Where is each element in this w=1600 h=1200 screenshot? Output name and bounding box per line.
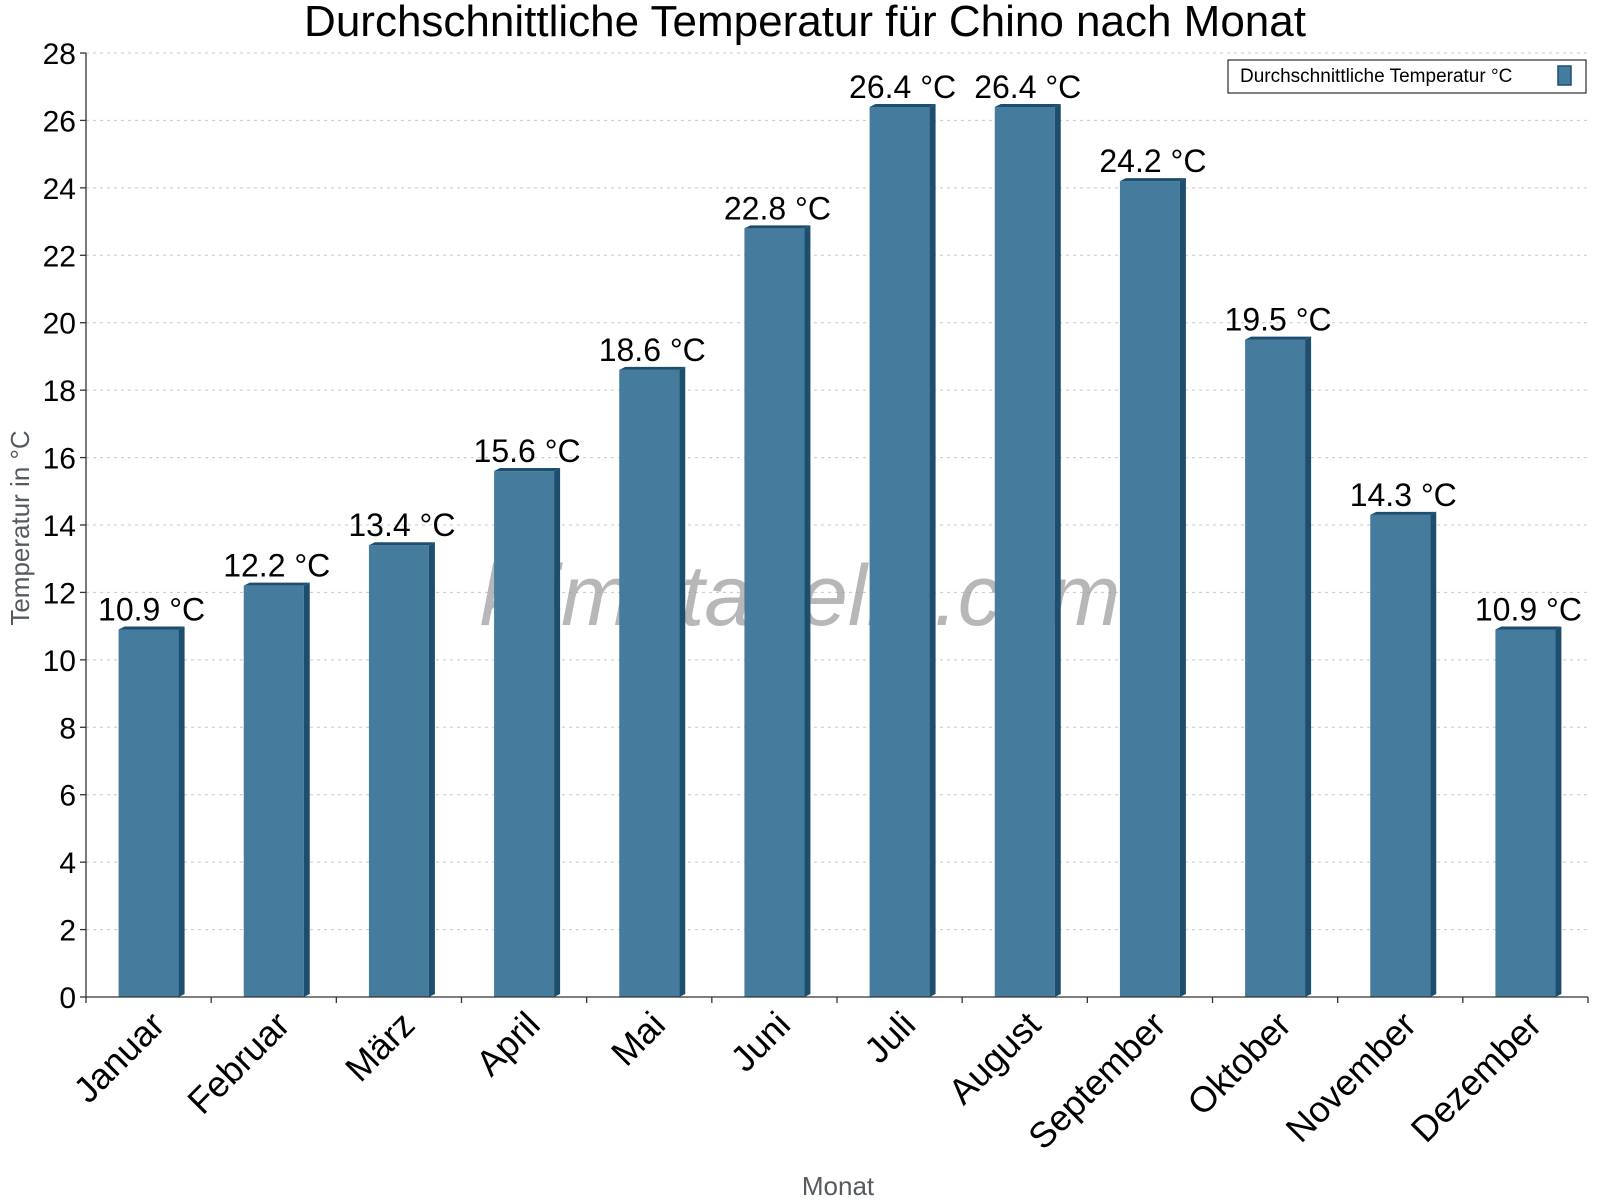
bar (368, 545, 429, 997)
legend-swatch (1557, 65, 1572, 86)
bar-top (368, 542, 435, 546)
bar-top (1495, 626, 1562, 630)
y-tick-label: 16 (43, 443, 76, 476)
x-tick-label: September (1020, 1004, 1174, 1158)
data-label: 10.9 °C (1475, 592, 1582, 628)
bar (243, 585, 304, 997)
data-label: 15.6 °C (474, 433, 581, 469)
y-axis-label: Temperatur in °C (5, 430, 35, 625)
y-tick-label: 24 (43, 173, 76, 206)
data-label: 26.4 °C (849, 69, 956, 105)
data-label: 13.4 °C (348, 507, 455, 543)
bar-top (619, 366, 686, 370)
x-tick-label: Juni (722, 1004, 798, 1080)
data-label: 19.5 °C (1225, 302, 1332, 338)
y-tick-label: 28 (43, 38, 76, 71)
bar (744, 228, 805, 998)
bar-side (1430, 511, 1437, 997)
y-tick-label: 22 (43, 240, 76, 273)
gridlines (86, 52, 1588, 931)
bar (1370, 514, 1431, 997)
bar (619, 369, 680, 997)
x-axis-label: Monat (802, 1171, 875, 1200)
bar (494, 471, 555, 997)
bar-side (428, 542, 435, 997)
bar (1495, 629, 1556, 997)
bar-side (303, 582, 310, 997)
data-label: 14.3 °C (1350, 477, 1457, 513)
y-tick-label: 2 (59, 915, 76, 948)
data-label: 18.6 °C (599, 332, 706, 368)
bar-side (804, 225, 811, 998)
data-label: 24.2 °C (1099, 143, 1206, 179)
bar-top (1370, 511, 1437, 515)
x-tick-label: Februar (179, 1004, 297, 1122)
bar (994, 106, 1055, 997)
bar-side (679, 366, 686, 997)
y-tick-label: 26 (43, 105, 76, 138)
x-tick-label: Juli (856, 1004, 923, 1071)
bar-top (1119, 178, 1186, 182)
y-tick-label: 10 (43, 645, 76, 678)
x-tick-label: Dezember (1403, 1004, 1549, 1150)
bar (1119, 181, 1180, 998)
y-tick-label: 20 (43, 308, 76, 341)
data-labels: 10.9 °C 12.2 °C 13.4 °C 15.6 °C 18.6 °C 22.8 … (98, 69, 1582, 628)
x-tick-label: November (1277, 1004, 1423, 1150)
bar-top (243, 582, 310, 586)
bar-top (744, 225, 811, 229)
x-tick-label: April (468, 1004, 548, 1084)
data-label: 12.2 °C (223, 548, 330, 584)
legend-box (1227, 59, 1587, 94)
bar-side (1305, 336, 1312, 998)
data-label: 22.8 °C (724, 190, 831, 226)
bars (118, 103, 1562, 998)
x-tick-label: Mai (603, 1004, 673, 1074)
data-label: 10.9 °C (98, 592, 205, 628)
bar-side (554, 468, 561, 997)
x-tick-label: Januar (65, 1004, 172, 1111)
chart-title: Durchschnittliche Temperatur für Chino n… (304, 0, 1306, 46)
y-tick-label: 4 (59, 847, 76, 880)
x-tick-label: August (940, 1004, 1048, 1112)
bar-top (118, 626, 185, 630)
bar-side (1054, 103, 1061, 997)
y-tick-label: 6 (59, 780, 76, 813)
y-tick-label: 18 (43, 375, 76, 408)
bar (869, 106, 930, 997)
bar (118, 629, 179, 997)
legend-label: Durchschnittliche Temperatur °C (1240, 66, 1512, 87)
y-tick-label: 0 (59, 982, 76, 1015)
y-tick-label: 12 (43, 577, 76, 610)
x-ticks: Januar Februar März April Mai Juni Juli AugustS… (65, 997, 1589, 1158)
bar-top (1245, 336, 1312, 340)
y-tick-label: 8 (59, 712, 76, 745)
legend: Durchschnittliche Temperatur °C (1227, 59, 1587, 94)
bar-side (1179, 178, 1186, 998)
bar (1245, 339, 1306, 998)
bar-side (178, 626, 185, 997)
data-label: 26.4 °C (974, 69, 1081, 105)
bar-side (929, 103, 936, 997)
x-tick-label: Oktober (1179, 1004, 1299, 1124)
bar-side (1555, 626, 1562, 997)
y-tick-label: 14 (43, 510, 76, 543)
bar-top (869, 103, 936, 107)
bar-top (994, 103, 1061, 107)
bar-top (494, 468, 561, 472)
x-tick-label: März (337, 1004, 423, 1090)
